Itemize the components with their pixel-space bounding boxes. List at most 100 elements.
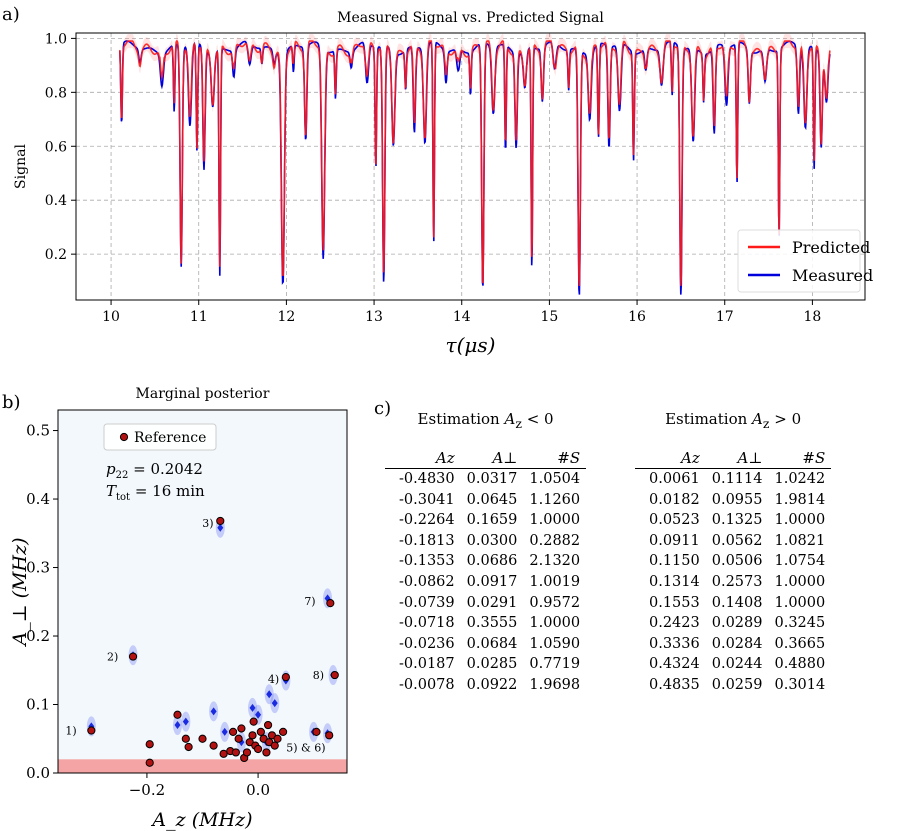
table-cell: 0.0285 <box>466 656 518 673</box>
x-tick-label: 15 <box>540 309 558 325</box>
table-cell: 0.2423 <box>649 615 700 632</box>
estimation-negative-table: Az A⊥ #S -0.4830 0.0317 1.0504 -0.3041 0.0645 1… <box>385 449 587 696</box>
reference-point <box>128 652 138 661</box>
posterior-mark <box>271 699 278 708</box>
y-tick-label: 0.0 <box>26 764 50 782</box>
table-cell: -0.0739 <box>399 594 455 611</box>
posterior-blob <box>248 697 258 718</box>
table-cell: 1.0754 <box>774 553 826 570</box>
title-rel: < 0 <box>521 410 554 428</box>
reference-point <box>209 741 218 750</box>
table-cell: 0.1314 <box>649 573 700 590</box>
table-row: 0.3336 0.0284 0.3665 <box>635 634 831 655</box>
table-row: -0.0236 0.0684 1.0590 <box>385 634 586 655</box>
y-tick-label: 0.1 <box>26 696 50 714</box>
reference-point <box>326 599 335 608</box>
table-cell: 0.2573 <box>711 573 763 590</box>
table-header: Az <box>385 449 461 469</box>
table-cell: 1.0242 <box>774 471 826 487</box>
table-cell: 1.0000 <box>774 594 826 611</box>
y-tick-label: 0.6 <box>45 139 67 155</box>
posterior-mark <box>174 721 181 730</box>
table-cell: -0.0718 <box>399 615 455 632</box>
x-axis-label: τ(μs) <box>446 333 496 357</box>
x-tick-label: −0.2 <box>129 781 165 799</box>
legend: Predicted Measured <box>737 229 873 293</box>
table-row: 0.2423 0.0289 0.3245 <box>635 613 831 634</box>
title-rel: > 0 <box>769 410 802 428</box>
y-tick-label: 0.5 <box>26 422 50 440</box>
ttot-stat: Ttot = 16 min <box>106 482 205 503</box>
table-cell: -0.2264 <box>399 512 455 529</box>
excluded-band <box>58 759 347 773</box>
table-cell: 0.1659 <box>466 512 518 529</box>
plot-frame <box>57 409 348 774</box>
posterior-blob <box>270 693 280 714</box>
y-tick-label: 0.2 <box>45 247 67 263</box>
reference-point <box>87 726 96 735</box>
table-cell: 0.0922 <box>466 676 518 693</box>
posterior-blob <box>220 721 230 742</box>
table-row: 0.1553 0.1408 1.0000 <box>635 593 831 614</box>
table-cell: 0.0289 <box>711 615 763 632</box>
posterior-mark <box>182 717 189 726</box>
reference-point <box>184 742 193 752</box>
estimation-positive: Estimation Az > 0 Az A⊥ #S 0.0061 0.1114 1.0… <box>635 410 832 696</box>
table-cell: 0.0917 <box>466 573 518 590</box>
point-annotation: 2) <box>107 651 118 664</box>
posterior-blob <box>209 701 219 722</box>
table-header-row: Az A⊥ #S <box>385 449 587 469</box>
title-prefix: Estimation <box>417 410 505 428</box>
table-row: 0.0911 0.0562 1.0821 <box>635 531 831 552</box>
y-tick-label: 0.3 <box>26 559 50 577</box>
table-header-row: Az A⊥ #S <box>635 449 832 469</box>
table-row: -0.2264 0.1659 1.0000 <box>385 510 586 531</box>
legend: Reference <box>103 423 217 451</box>
reference-point <box>330 670 339 680</box>
x-tick-label: 12 <box>277 309 295 325</box>
x-tick-label: 13 <box>365 309 383 325</box>
panel-label-b: b) <box>2 392 21 413</box>
table-cell: 0.0911 <box>649 532 700 549</box>
table-cell: 0.3245 <box>774 615 826 632</box>
table-row: -0.3041 0.0645 1.1260 <box>385 490 586 511</box>
table-cell: 0.0506 <box>711 553 763 570</box>
point-annotation: 1) <box>65 725 76 738</box>
table-row: 0.0523 0.1325 1.0000 <box>635 510 831 531</box>
reference-point <box>228 727 238 737</box>
table-cell: 1.9814 <box>774 491 826 508</box>
posterior-mark <box>217 523 224 532</box>
table-header: #S <box>523 449 587 469</box>
point-annotation: 4) <box>268 673 279 686</box>
table-cell: -0.0078 <box>399 676 455 693</box>
estimation-positive-table: Az A⊥ #S 0.0061 0.1114 1.0242 0.0182 0.0955 1.9… <box>635 449 832 696</box>
posterior-mark <box>210 707 217 716</box>
x-tick-label: 11 <box>190 309 208 325</box>
x-tick-label: 18 <box>803 309 821 325</box>
table-cell: 0.0284 <box>711 635 763 652</box>
y-tick-label: 0.4 <box>45 193 67 209</box>
reference-point <box>242 748 252 757</box>
table-cell: 1.0000 <box>529 512 581 529</box>
x-tick-label: 17 <box>716 309 734 325</box>
table-cell: 1.0590 <box>529 635 581 652</box>
reference-point <box>173 710 182 719</box>
table-header: #S <box>768 449 832 469</box>
table-cell: 1.0019 <box>529 573 581 590</box>
reference-point <box>231 748 240 757</box>
chart-title: Measured Signal vs. Predicted Signal <box>337 10 604 26</box>
title-sub: z <box>515 416 522 431</box>
reference-point <box>312 727 321 737</box>
reference-point <box>145 758 154 767</box>
table-row: -0.1353 0.0686 2.1320 <box>385 551 586 572</box>
posterior-blob <box>172 715 182 736</box>
posterior-blob <box>264 684 274 705</box>
table-cell: 2.1320 <box>529 553 581 570</box>
table-cell: 1.0000 <box>774 573 826 590</box>
x-tick-label: 10 <box>102 309 120 325</box>
reference-point <box>263 720 273 730</box>
reference-point <box>216 516 225 526</box>
plot-frame <box>75 32 866 301</box>
y-tick-label: 0.2 <box>26 627 50 645</box>
reference-point <box>198 734 207 743</box>
